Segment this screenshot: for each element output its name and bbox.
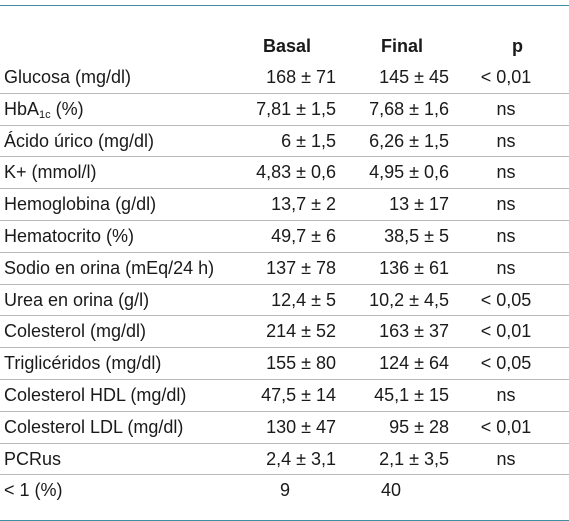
table-row: Hemoglobina (g/dl) 13,7 ± 2 13 ± 17 ns	[0, 189, 569, 221]
p-value: ns	[496, 448, 516, 469]
row-label: < 1 (%)	[4, 480, 63, 501]
row-label: K+ (mmol/l)	[4, 162, 97, 183]
basal-value: 7,81 ± 1,5	[256, 98, 336, 119]
column-header-p: p	[512, 36, 523, 56]
final-value: 10,2 ± 4,5	[369, 289, 449, 310]
row-label: Hemoglobina (g/dl)	[4, 194, 157, 215]
row-label: Ácido úrico (mg/dl)	[4, 130, 155, 151]
row-label-subscript: 1c	[39, 108, 51, 121]
final-value: 45,1 ± 15	[374, 384, 449, 405]
table-row: Colesterol (mg/dl) 214 ± 52 163 ± 37 < 0…	[0, 316, 569, 349]
basal-value: 2,4 ± 3,1	[266, 448, 336, 469]
final-value: 2,1 ± 3,5	[379, 448, 449, 469]
p-value: ns	[496, 162, 516, 183]
table-row: Hematocrito (%) 49,7 ± 6 38,5 ± 5 ns	[0, 221, 569, 253]
p-value: ns	[496, 98, 516, 119]
basal-value: 214 ± 52	[266, 321, 336, 342]
table-top-rule	[0, 5, 569, 6]
row-label-rest: (%)	[50, 98, 84, 119]
p-value: < 0,05	[480, 353, 532, 374]
p-value: < 0,01	[480, 67, 532, 87]
p-value: ns	[496, 257, 516, 278]
basal-value: 12,4 ± 5	[271, 289, 336, 310]
table-row: Ácido úrico (mg/dl) 6 ± 1,5 6,26 ± 1,5 n…	[0, 126, 569, 158]
column-header-basal: Basal	[263, 36, 312, 56]
final-value: 38,5 ± 5	[384, 225, 449, 246]
final-value: 124 ± 64	[379, 353, 449, 374]
basal-value: 47,5 ± 14	[261, 384, 336, 405]
row-label: Sodio en orina (mEq/24 h)	[4, 257, 215, 278]
p-value: < 0,01	[480, 321, 532, 342]
row-label: HbA1c (%)	[4, 99, 84, 121]
table-row: Triglicéridos (mg/dl) 155 ± 80 124 ± 64 …	[0, 348, 569, 380]
table-row: Sodio en orina (mEq/24 h) 137 ± 78 136 ±…	[0, 253, 569, 285]
row-label: PCRus	[4, 448, 62, 469]
basal-value: 13,7 ± 2	[271, 194, 336, 215]
table-row: < 1 (%) 9 40	[0, 475, 569, 507]
p-value: < 0,01	[480, 416, 532, 437]
final-value: 4,95 ± 0,6	[369, 162, 449, 183]
basal-value: 168 ± 71	[266, 67, 336, 87]
row-label: Colesterol (mg/dl)	[4, 321, 147, 342]
table-row: Glucosa (mg/dl) 168 ± 71 145 ± 45 < 0,01	[0, 62, 569, 94]
basal-value: 137 ± 78	[266, 257, 336, 278]
row-label: Hematocrito (%)	[4, 225, 135, 246]
row-label: Triglicéridos (mg/dl)	[4, 353, 162, 374]
table-row: Colesterol HDL (mg/dl) 47,5 ± 14 45,1 ± …	[0, 380, 569, 412]
final-value: 163 ± 37	[379, 321, 449, 342]
basal-value: 6 ± 1,5	[281, 130, 336, 151]
p-value: ns	[496, 384, 516, 405]
row-label: Urea en orina (g/l)	[4, 289, 150, 310]
basal-value: 4,83 ± 0,6	[256, 162, 336, 183]
table-row: K+ (mmol/l) 4,83 ± 0,6 4,95 ± 0,6 ns	[0, 157, 569, 190]
p-value: ns	[496, 130, 516, 151]
final-value: 136 ± 61	[379, 257, 449, 278]
row-label: Glucosa (mg/dl)	[4, 67, 132, 87]
table-header: Basal Final p	[0, 32, 569, 62]
p-value: < 0,05	[480, 289, 532, 310]
table-row: PCRus 2,4 ± 3,1 2,1 ± 3,5 ns	[0, 444, 569, 476]
basal-value: 130 ± 47	[266, 416, 336, 437]
table-row: HbA1c (%) 7,81 ± 1,5 7,68 ± 1,6 ns	[0, 94, 569, 126]
column-header-final: Final	[381, 36, 424, 56]
final-value: 95 ± 28	[389, 416, 449, 437]
row-label-main: HbA	[4, 98, 40, 119]
final-value: 145 ± 45	[379, 67, 449, 87]
basal-value: 49,7 ± 6	[271, 225, 336, 246]
basal-value: 155 ± 80	[266, 353, 336, 374]
final-value: 13 ± 17	[389, 194, 449, 215]
row-label: Colesterol LDL (mg/dl)	[4, 416, 184, 437]
basal-value: 9	[279, 480, 290, 501]
p-value: ns	[496, 225, 516, 246]
table-row: Colesterol LDL (mg/dl) 130 ± 47 95 ± 28 …	[0, 412, 569, 444]
final-value: 7,68 ± 1,6	[369, 98, 449, 119]
final-value: 40	[380, 480, 402, 501]
table-body: Glucosa (mg/dl) 168 ± 71 145 ± 45 < 0,01…	[0, 62, 569, 507]
row-label: Colesterol HDL (mg/dl)	[4, 384, 187, 405]
final-value: 6,26 ± 1,5	[369, 130, 449, 151]
table-row: Urea en orina (g/l) 12,4 ± 5 10,2 ± 4,5 …	[0, 285, 569, 317]
p-value: ns	[496, 194, 516, 215]
